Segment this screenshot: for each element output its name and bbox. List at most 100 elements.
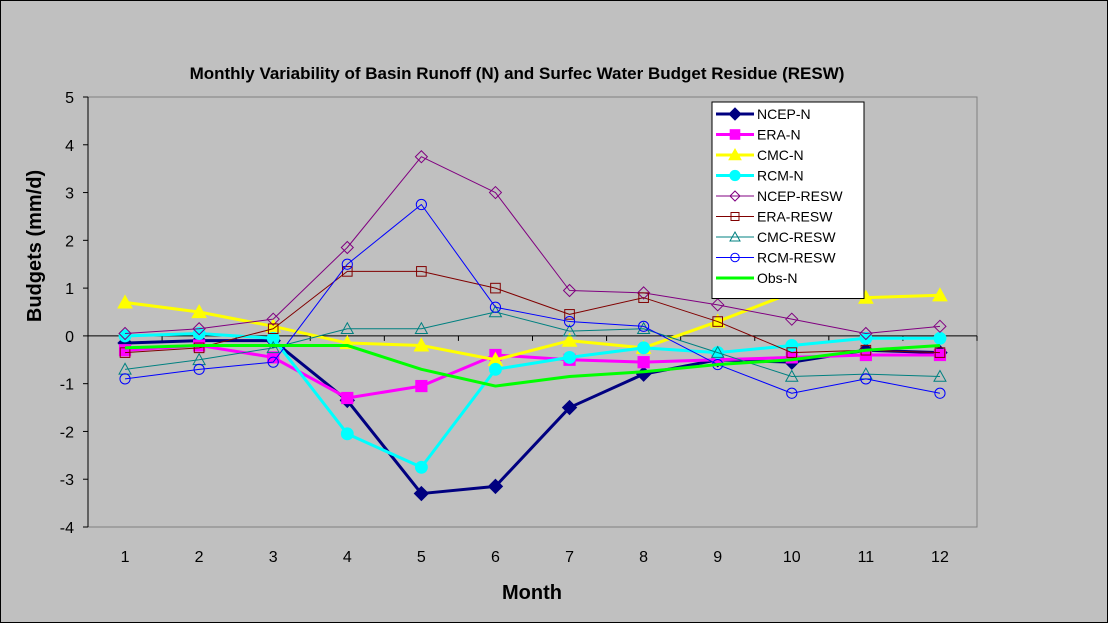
data-point-era-n [637, 356, 650, 369]
data-point-rcm-resw [563, 315, 576, 328]
y-tick-label: 1 [65, 281, 74, 298]
legend-label: ERA-RESW [757, 209, 833, 225]
legend-marker [729, 190, 741, 202]
data-point-era-resw [564, 309, 575, 320]
data-point-cmc-resw [784, 369, 799, 382]
y-tick-label: 4 [65, 138, 74, 155]
data-point-cmc-resw [340, 321, 355, 335]
data-point-rcm-resw [638, 320, 650, 332]
series-line-obs-n [124, 343, 941, 388]
data-point-ncep-resw [785, 312, 799, 326]
data-point-rcm-resw [341, 258, 353, 270]
x-tick-label: 6 [491, 549, 500, 566]
data-point-cmc-resw [562, 324, 577, 337]
data-point-era-n [341, 391, 354, 405]
legend-label: RCM-RESW [757, 250, 836, 266]
data-point-rcm-n [563, 350, 576, 364]
legend-item-obs-n: Obs-N [716, 270, 797, 286]
x-tick-label: 7 [565, 549, 574, 566]
legend-label: RCM-N [757, 168, 804, 184]
data-point-ncep-resw [636, 286, 651, 300]
legend: NCEP-N ERA-N CMC-N RCM-N NCEP-RESW ERA-RESW CM… [711, 101, 865, 299]
x-tick-label: 4 [343, 549, 352, 566]
data-point-cmc-n [561, 332, 578, 347]
y-tick-label: -3 [60, 472, 74, 489]
data-point-ncep-n [413, 485, 430, 502]
y-tick-label: -4 [60, 520, 74, 537]
data-point-rcm-resw [267, 356, 279, 368]
data-point-rcm-n [489, 362, 502, 376]
data-point-rcm-resw [193, 363, 205, 375]
y-tick-label: 3 [65, 186, 74, 203]
legend-marker [730, 212, 740, 221]
x-axis-title: Month [502, 582, 562, 604]
data-point-cmc-n [117, 294, 133, 309]
legend-label: NCEP-N [757, 106, 811, 122]
data-point-ncep-resw [414, 150, 429, 164]
data-point-era-n [118, 344, 132, 357]
data-point-rcm-resw [119, 373, 131, 385]
data-point-rcm-n [933, 331, 947, 345]
data-point-rcm-resw [786, 387, 798, 399]
series-rcm-resw [119, 198, 946, 399]
data-point-ncep-resw [859, 326, 873, 341]
data-point-era-resw [934, 347, 946, 358]
chart-title: Monthly Variability of Basin Runoff (N) … [190, 64, 845, 83]
series-line-ncep-n [124, 339, 941, 496]
legend-marker [729, 129, 741, 140]
data-point-rcm-n [637, 341, 651, 355]
data-point-rcm-n [859, 331, 873, 345]
data-point-era-resw [267, 323, 279, 335]
data-point-era-resw [712, 316, 724, 327]
x-tick-label: 8 [639, 549, 648, 566]
data-point-rcm-resw [415, 198, 427, 211]
series-ncep-resw [118, 150, 947, 341]
data-point-ncep-resw [488, 185, 503, 200]
data-point-era-resw [416, 266, 427, 277]
x-tick-label: 9 [713, 549, 722, 566]
legend-item-rcm-resw: RCM-RESW [716, 250, 836, 266]
legend-marker [729, 230, 741, 242]
data-point-ncep-resw [118, 326, 132, 341]
y-tick-label: 2 [65, 233, 74, 250]
data-point-ncep-resw [711, 298, 725, 312]
data-point-ncep-resw [266, 312, 280, 326]
data-point-cmc-n [413, 337, 430, 352]
x-tick-label: 5 [417, 549, 426, 566]
data-point-ncep-n [487, 478, 504, 495]
x-tick-label: 10 [783, 549, 801, 566]
x-tick-label: 1 [121, 549, 130, 566]
legend-item-cmc-n: CMC-N [716, 147, 804, 163]
y-tick-label: -2 [60, 424, 74, 441]
data-point-ncep-resw [192, 322, 206, 336]
legend-item-cmc-resw: CMC-RESW [716, 229, 836, 245]
legend-item-era-resw: ERA-RESW [716, 209, 833, 225]
data-point-rcm-n [192, 327, 206, 340]
legend-marker [728, 107, 742, 121]
series-rcm-n [118, 327, 947, 474]
data-point-cmc-n [932, 287, 948, 302]
y-tick-label: -1 [60, 377, 74, 394]
data-point-cmc-resw [710, 345, 725, 358]
data-point-rcm-n [414, 460, 428, 474]
data-point-cmc-resw [266, 340, 281, 354]
series-line-rcm-n [124, 332, 940, 469]
legend-label: Obs-N [757, 270, 797, 286]
x-tick-label: 12 [931, 549, 949, 566]
legend-label: NCEP-RESW [757, 188, 843, 204]
y-tick-label: 5 [65, 90, 74, 107]
legend-item-ncep-resw: NCEP-RESW [716, 188, 843, 204]
data-point-ncep-resw [340, 240, 354, 255]
data-point-rcm-resw [489, 301, 502, 313]
data-point-cmc-resw [933, 369, 947, 382]
series-era-resw [119, 266, 946, 358]
legend-marker [729, 169, 741, 182]
y-tick-label: 0 [65, 329, 74, 346]
x-tick-label: 3 [269, 549, 278, 566]
data-point-era-resw [786, 347, 798, 358]
data-point-rcm-n [340, 427, 354, 441]
legend-marker [728, 147, 742, 161]
